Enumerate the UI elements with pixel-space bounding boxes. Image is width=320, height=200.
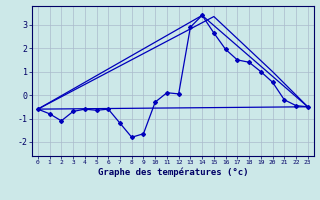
X-axis label: Graphe des températures (°c): Graphe des températures (°c) [98,168,248,177]
